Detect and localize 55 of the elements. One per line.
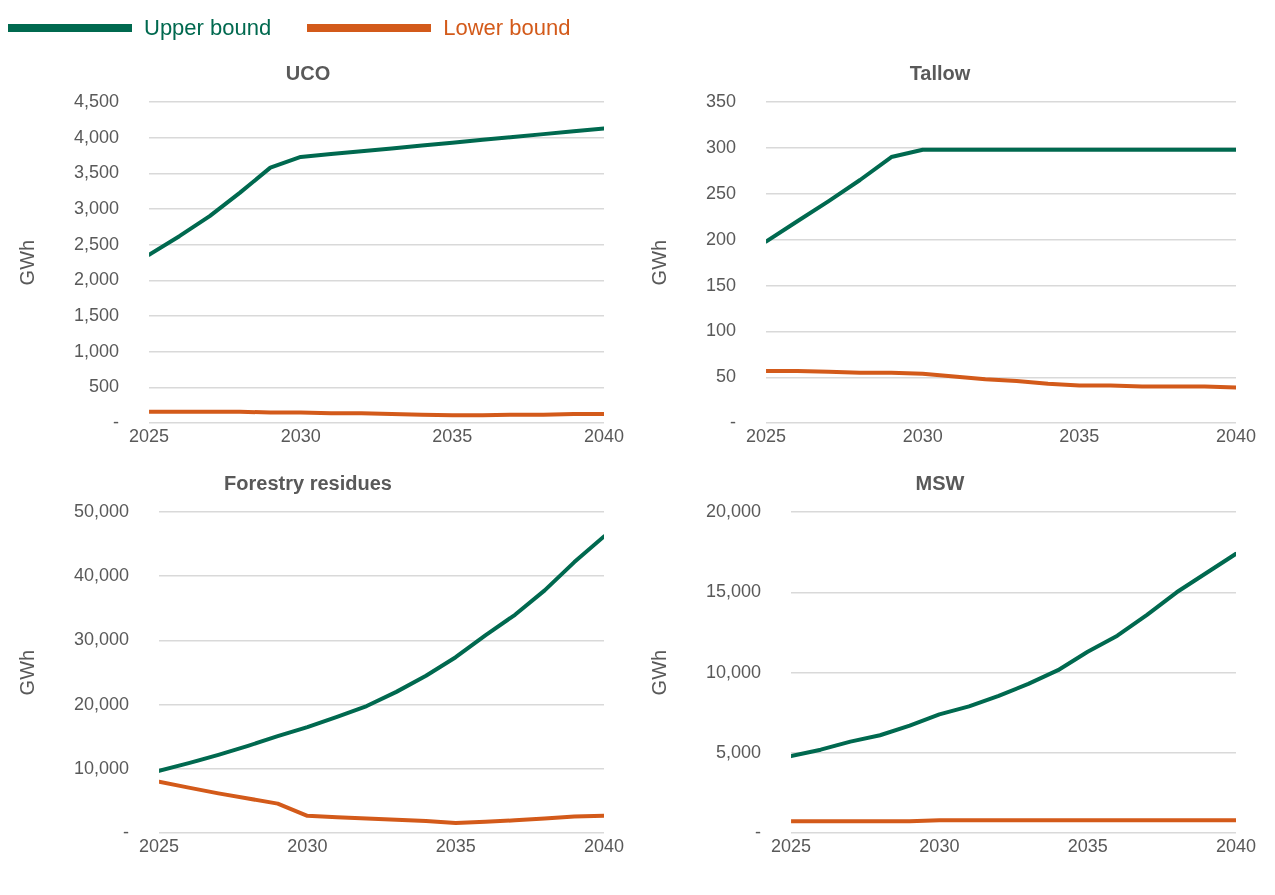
x-tick-label: 2035	[435, 835, 476, 856]
y-tick-label: 150	[705, 274, 737, 295]
text: Upper bound	[144, 15, 272, 41]
x-tick-label: 2025	[771, 835, 812, 856]
x-tick-label: 2025	[746, 425, 787, 446]
y-tick-label: 500	[89, 376, 120, 397]
y-tick-label: 4,500	[74, 90, 120, 111]
chart-title: MSW	[915, 471, 965, 494]
y-tick-label: 3,500	[74, 162, 120, 183]
x-tick-label: 2040	[583, 425, 625, 446]
y-tick-label: 20,000	[705, 500, 762, 521]
y-tick-label: 1,500	[74, 305, 120, 326]
y-tick-label: 2,500	[74, 233, 120, 254]
y-tick-label: 3,000	[74, 198, 120, 219]
x-tick-label: 2030	[287, 835, 328, 856]
y-axis-title: GWh	[15, 649, 38, 696]
y-tick-label: 5,000	[716, 741, 762, 762]
y-tick-label: 40,000	[73, 565, 130, 586]
y-axis-title: GWh	[647, 649, 670, 696]
y-tick-label: 10,000	[705, 661, 762, 682]
y-tick-label: -	[730, 412, 737, 433]
x-tick-label: 2025	[129, 425, 170, 446]
y-axis-title: GWh	[647, 239, 670, 286]
x-tick-label: 2040	[583, 835, 625, 856]
y-tick-label: 10,000	[73, 757, 130, 778]
x-tick-label: 2040	[1215, 425, 1257, 446]
y-tick-label: 100	[705, 320, 737, 341]
y-axis-title: GWh	[15, 239, 38, 286]
y-tick-label: 20,000	[73, 693, 130, 714]
y-tick-label: 350	[705, 90, 737, 111]
x-tick-label: 2030	[280, 425, 321, 446]
y-tick-label: 15,000	[705, 581, 762, 602]
y-tick-label: -	[755, 822, 762, 843]
y-tick-label: 250	[705, 182, 737, 203]
y-tick-label: 1,000	[74, 340, 120, 361]
y-tick-label: 2,000	[74, 269, 120, 290]
y-tick-label: -	[113, 412, 120, 433]
text: Lower bound	[443, 15, 571, 41]
chart-title: UCO	[285, 61, 331, 84]
y-tick-label: -	[123, 822, 130, 843]
y-tick-label: 50,000	[73, 500, 130, 521]
y-tick-label: 300	[705, 136, 737, 157]
x-tick-label: 2040	[1215, 835, 1257, 856]
x-tick-label: 2025	[139, 835, 180, 856]
x-tick-label: 2035	[1067, 835, 1108, 856]
y-tick-label: 30,000	[73, 629, 130, 650]
chart-title: Tallow	[909, 61, 971, 84]
x-tick-label: 2035	[1059, 425, 1100, 446]
y-tick-label: 4,000	[74, 126, 120, 147]
y-tick-label: 200	[705, 228, 737, 249]
x-tick-label: 2030	[902, 425, 943, 446]
y-tick-label: 50	[716, 366, 737, 387]
chart-title: Forestry residues	[224, 471, 392, 494]
x-tick-label: 2035	[432, 425, 473, 446]
x-tick-label: 2030	[919, 835, 960, 856]
